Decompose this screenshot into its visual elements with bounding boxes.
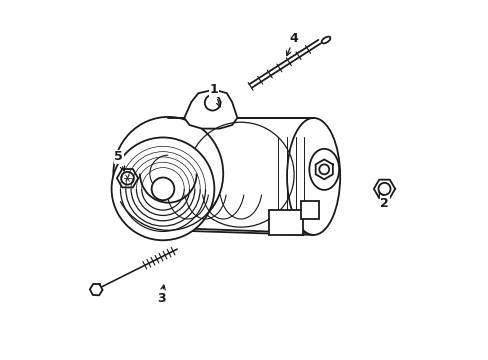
Ellipse shape	[113, 117, 223, 230]
Polygon shape	[269, 210, 303, 235]
Ellipse shape	[151, 177, 174, 200]
Text: 1: 1	[209, 83, 221, 107]
Ellipse shape	[319, 165, 328, 174]
Ellipse shape	[321, 37, 330, 44]
Polygon shape	[90, 284, 102, 295]
Text: 3: 3	[157, 285, 165, 305]
Polygon shape	[373, 180, 394, 198]
Ellipse shape	[309, 149, 339, 190]
Text: 5: 5	[114, 150, 124, 171]
Polygon shape	[117, 169, 138, 188]
Polygon shape	[184, 90, 237, 129]
Text: 4: 4	[286, 32, 298, 56]
Ellipse shape	[286, 118, 340, 235]
Polygon shape	[301, 201, 318, 219]
Ellipse shape	[204, 95, 220, 111]
Ellipse shape	[111, 138, 214, 240]
Polygon shape	[315, 159, 332, 179]
Text: 2: 2	[379, 193, 388, 210]
